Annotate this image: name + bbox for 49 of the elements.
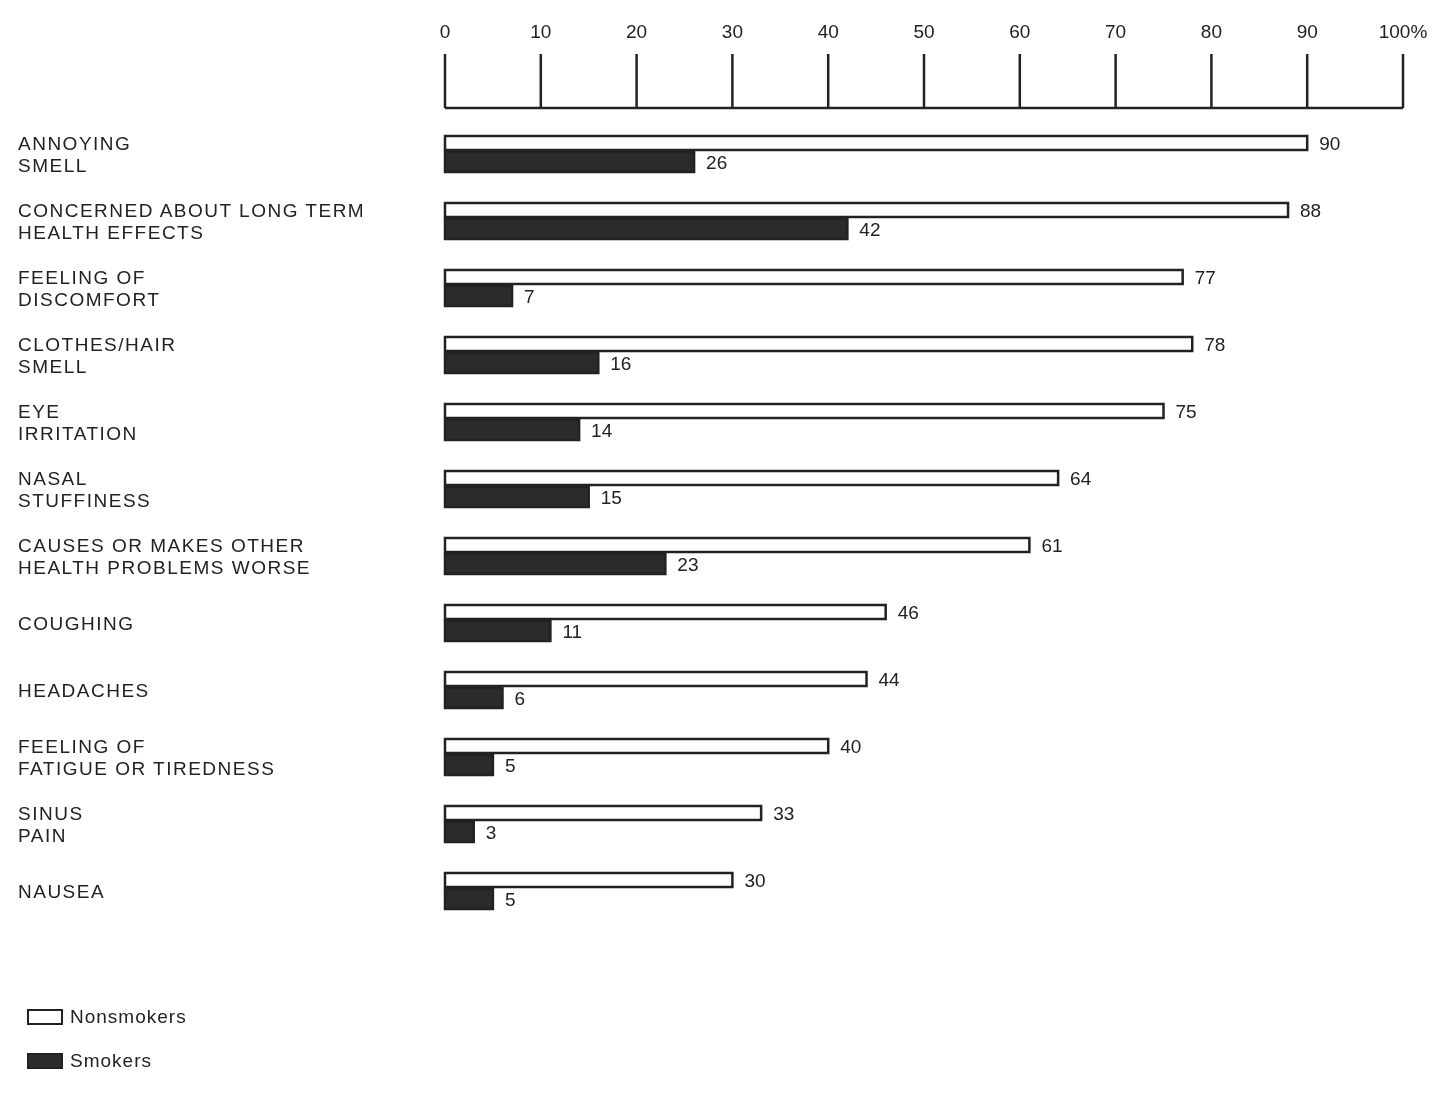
y-tick-label: NAUSEA <box>18 881 106 902</box>
data-label: 78 <box>1204 334 1226 355</box>
legend-label: Nonsmokers <box>70 1006 187 1027</box>
x-tick-label: 0 <box>439 21 451 42</box>
x-tick-label: 10 <box>530 21 552 42</box>
x-tick-label: 70 <box>1105 21 1127 42</box>
x-tick-label: 80 <box>1200 21 1222 42</box>
x-tick-label: 60 <box>1009 21 1031 42</box>
data-label: 26 <box>706 152 728 173</box>
data-label: 77 <box>1194 267 1216 288</box>
data-label: 40 <box>840 736 862 757</box>
data-label: 46 <box>897 602 919 623</box>
data-label: 64 <box>1070 468 1092 489</box>
data-label: 44 <box>878 669 901 690</box>
x-tick-label: 30 <box>721 21 743 42</box>
y-tick-label: CONCERNED ABOUT LONG TERM HEALTH EFFECTS <box>18 200 366 243</box>
y-tick-label: HEADACHES <box>18 680 150 701</box>
data-label: 15 <box>600 487 622 508</box>
data-label: 61 <box>1041 535 1063 556</box>
data-label: 33 <box>773 803 795 824</box>
data-label: 14 <box>591 420 613 441</box>
x-tick-label: 50 <box>913 21 935 42</box>
y-tick-label: NASAL STUFFINESS <box>18 468 152 511</box>
data-label: 7 <box>524 286 535 307</box>
data-label: 75 <box>1175 401 1197 422</box>
y-tick-label: ANNOYING SMELL <box>18 133 132 176</box>
y-tick-label: EYE IRRITATION <box>18 401 138 444</box>
y-tick-label: FEELING OF DISCOMFORT <box>18 267 161 310</box>
data-label: 30 <box>744 870 766 891</box>
data-label: 90 <box>1319 133 1341 154</box>
x-tick-label: 40 <box>817 21 839 42</box>
data-label: 3 <box>485 822 497 843</box>
y-tick-label: SINUS PAIN <box>18 803 84 846</box>
y-tick-label: CLOTHES/HAIR SMELL <box>18 334 177 377</box>
data-label: 23 <box>677 554 699 575</box>
x-tick-label: 20 <box>626 21 648 42</box>
data-label: 5 <box>504 755 516 776</box>
data-label: 42 <box>859 219 881 240</box>
y-tick-label: COUGHING <box>18 613 135 634</box>
x-tick-label: 100% <box>1378 21 1428 42</box>
y-tick-label: FEELING OF FATIGUE OR TIREDNESS <box>18 736 276 779</box>
data-label: 16 <box>610 353 632 374</box>
y-tick-label: CAUSES OR MAKES OTHER HEALTH PROBLEMS WORSE <box>18 535 311 578</box>
data-label: 5 <box>504 889 516 910</box>
x-tick-label: 90 <box>1296 21 1318 42</box>
data-label: 88 <box>1300 200 1322 221</box>
data-label: 11 <box>562 621 583 642</box>
data-label: 6 <box>514 688 526 709</box>
legend-label: Smokers <box>70 1050 152 1071</box>
